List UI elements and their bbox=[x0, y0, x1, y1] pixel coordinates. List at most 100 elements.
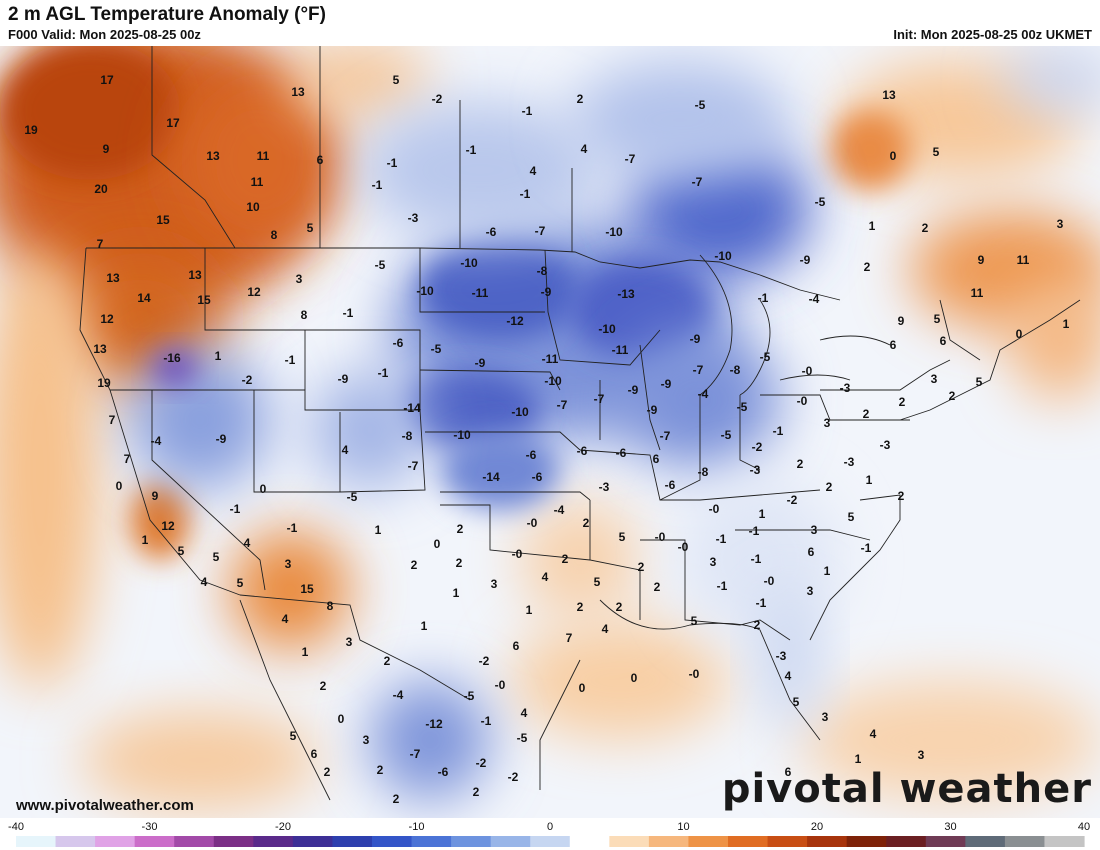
anomaly-value-label: 4 bbox=[282, 612, 289, 626]
anomaly-value-label: 17 bbox=[166, 116, 180, 130]
anomaly-value-label: -0 bbox=[689, 667, 700, 681]
cool-anomaly-area bbox=[570, 60, 790, 180]
anomaly-value-label: -11 bbox=[542, 352, 559, 366]
cool-anomaly-area bbox=[420, 240, 580, 340]
anomaly-value-label: -0 bbox=[512, 547, 523, 561]
anomaly-value-label: 2 bbox=[577, 600, 584, 614]
anomaly-value-label: -6 bbox=[616, 446, 627, 460]
anomaly-value-label: 6 bbox=[311, 747, 318, 761]
anomaly-value-label: 5 bbox=[848, 510, 855, 524]
anomaly-value-label: 0 bbox=[434, 537, 441, 551]
anomaly-value-label: 6 bbox=[940, 334, 947, 348]
anomaly-value-label: -6 bbox=[665, 478, 676, 492]
anomaly-value-label: 15 bbox=[156, 213, 170, 227]
anomaly-value-label: 11 bbox=[971, 286, 984, 300]
anomaly-value-label: -0 bbox=[655, 530, 666, 544]
cool-anomaly-area bbox=[360, 100, 600, 240]
coastline bbox=[599, 599, 821, 741]
anomaly-value-label: 1 bbox=[421, 619, 428, 633]
anomaly-value-label: -7 bbox=[408, 459, 419, 473]
anomaly-value-label: 4 bbox=[201, 575, 208, 589]
anomaly-value-label: -5 bbox=[760, 350, 771, 364]
anomaly-value-label: 1 bbox=[1063, 317, 1070, 331]
anomaly-value-label: 2 bbox=[864, 260, 871, 274]
colorbar-tick-label: 0 bbox=[547, 821, 553, 833]
anomaly-value-label: -5 bbox=[737, 400, 748, 414]
cool-anomaly-area bbox=[760, 590, 820, 730]
state-border bbox=[939, 299, 981, 361]
colorbar-swatch bbox=[411, 836, 452, 847]
anomaly-value-label: -1 bbox=[758, 291, 769, 305]
state-border bbox=[760, 394, 910, 421]
anomaly-value-label: -8 bbox=[537, 264, 548, 278]
anomaly-shading bbox=[0, 46, 1100, 810]
colorbar-swatch bbox=[648, 836, 690, 847]
colorbar-tick-label: 40 bbox=[1078, 821, 1090, 833]
anomaly-value-label: 9 bbox=[152, 489, 159, 503]
brand-logo: pivotal weather bbox=[721, 766, 1092, 812]
header: 2 m AGL Temperature Anomaly (°F) F000 Va… bbox=[0, 0, 1100, 46]
colorbar: -40 -30 -20 -10 0 10 20 30 40 bbox=[8, 821, 1090, 847]
anomaly-value-label: -9 bbox=[216, 432, 227, 446]
colorbar-tick-label: -10 bbox=[409, 821, 425, 833]
anomaly-value-label: 5 bbox=[793, 695, 800, 709]
anomaly-value-label: 13 bbox=[291, 85, 305, 99]
anomaly-value-label: 2 bbox=[863, 407, 870, 421]
colorbar-swatch bbox=[728, 836, 769, 847]
anomaly-value-label: -1 bbox=[749, 524, 760, 538]
colorbar-swatch bbox=[965, 836, 1006, 847]
anomaly-value-label: -16 bbox=[163, 351, 181, 365]
anomaly-value-label: -7 bbox=[594, 392, 605, 406]
anomaly-value-label: -1 bbox=[861, 541, 872, 555]
anomaly-value-label: 1 bbox=[375, 523, 382, 537]
anomaly-value-label: 3 bbox=[710, 555, 717, 569]
warm-anomaly-area bbox=[180, 70, 340, 250]
anomaly-value-label: 2 bbox=[797, 457, 804, 471]
anomaly-value-label: 1 bbox=[824, 564, 831, 578]
political-borders bbox=[79, 46, 1081, 801]
anomaly-value-label: -0 bbox=[797, 394, 808, 408]
anomaly-value-label: 2 bbox=[922, 221, 929, 235]
anomaly-value-label: 14 bbox=[137, 291, 151, 305]
anomaly-value-label: 13 bbox=[93, 342, 107, 356]
anomaly-value-label: -1 bbox=[756, 596, 767, 610]
state-border bbox=[253, 390, 341, 493]
anomaly-value-label: 5 bbox=[307, 221, 314, 235]
anomaly-value-label: -2 bbox=[479, 654, 490, 668]
state-border bbox=[419, 248, 545, 313]
anomaly-value-label: 6 bbox=[890, 338, 897, 352]
colorbar-swatch bbox=[767, 836, 808, 847]
colorbar-tick-label: -40 bbox=[8, 821, 24, 833]
anomaly-value-label: 2 bbox=[898, 489, 905, 503]
colorbar-swatch bbox=[1044, 836, 1085, 847]
anomaly-value-label: -11 bbox=[472, 286, 489, 300]
colorbar-swatch bbox=[253, 836, 294, 847]
anomaly-value-label: 5 bbox=[933, 145, 940, 159]
colorbar-tick-label: -30 bbox=[142, 821, 158, 833]
anomaly-value-label: 2 bbox=[456, 556, 463, 570]
anomaly-value-label: 11 bbox=[257, 149, 270, 163]
anomaly-value-label: 2 bbox=[324, 765, 331, 779]
anomaly-value-label: -3 bbox=[750, 463, 761, 477]
anomaly-value-label: 1 bbox=[302, 645, 309, 659]
us-mexico-border bbox=[239, 594, 471, 701]
state-border bbox=[151, 390, 266, 591]
state-border bbox=[735, 529, 871, 541]
colorbar-swatch bbox=[807, 836, 848, 847]
state-border bbox=[579, 449, 821, 501]
anomaly-value-label: -2 bbox=[787, 493, 798, 507]
anomaly-value-label: 5 bbox=[178, 544, 185, 558]
great-lakes-shore bbox=[739, 299, 771, 396]
anomaly-value-label: 1 bbox=[855, 752, 862, 766]
anomaly-value-label: 2 bbox=[583, 516, 590, 530]
anomaly-value-label: -10 bbox=[714, 249, 732, 263]
state-border bbox=[659, 395, 701, 501]
anomaly-value-label: 4 bbox=[342, 443, 349, 457]
anomaly-value-label: -2 bbox=[752, 440, 763, 454]
cool-anomaly-area bbox=[130, 350, 270, 490]
colorbar-tick-label: -20 bbox=[275, 821, 291, 833]
warm-anomaly-area bbox=[520, 500, 640, 620]
anomaly-value-label: 3 bbox=[296, 272, 303, 286]
anomaly-value-label: 4 bbox=[602, 622, 609, 636]
